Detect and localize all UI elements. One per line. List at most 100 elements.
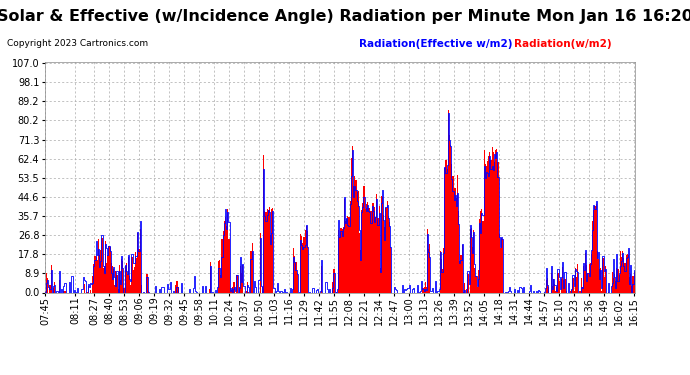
Bar <box>105 241 106 292</box>
Bar <box>98 238 99 292</box>
Bar <box>495 150 496 292</box>
Bar <box>451 164 453 292</box>
Bar <box>484 164 486 292</box>
Bar <box>598 259 599 292</box>
Bar <box>552 286 553 292</box>
Bar <box>122 261 124 292</box>
Bar <box>592 221 593 292</box>
Bar <box>210 262 211 292</box>
Bar <box>367 202 368 292</box>
Bar <box>573 291 575 292</box>
Bar <box>307 231 308 292</box>
Bar <box>583 266 584 292</box>
Bar <box>633 272 635 292</box>
Bar <box>453 188 455 292</box>
Bar <box>493 152 494 292</box>
Bar <box>587 273 589 292</box>
Bar <box>500 249 501 292</box>
Bar <box>446 169 448 292</box>
Bar <box>547 278 549 292</box>
Bar <box>110 264 112 292</box>
Bar <box>97 260 98 292</box>
Bar <box>93 264 95 292</box>
Bar <box>620 251 621 292</box>
Bar <box>389 222 390 292</box>
Bar <box>124 266 126 292</box>
Bar <box>266 209 268 292</box>
Bar <box>631 286 633 292</box>
Bar <box>604 266 606 292</box>
Bar <box>456 198 457 292</box>
Bar <box>563 280 564 292</box>
Bar <box>209 289 210 292</box>
Bar <box>47 278 48 292</box>
Bar <box>458 211 460 292</box>
Bar <box>353 186 354 292</box>
Bar <box>293 249 294 292</box>
Bar <box>117 289 119 292</box>
Bar <box>59 280 60 292</box>
Bar <box>92 276 93 292</box>
Bar <box>375 217 376 292</box>
Bar <box>263 155 264 292</box>
Bar <box>369 208 371 292</box>
Bar <box>226 226 227 292</box>
Bar <box>564 279 566 292</box>
Bar <box>559 281 560 292</box>
Bar <box>126 264 127 292</box>
Bar <box>562 267 563 292</box>
Bar <box>575 268 576 292</box>
Bar <box>360 250 361 292</box>
Bar <box>612 272 613 292</box>
Bar <box>175 285 177 292</box>
Bar <box>141 285 142 292</box>
Bar <box>586 265 587 292</box>
Text: Solar & Effective (w/Incidence Angle) Radiation per Minute Mon Jan 16 16:20: Solar & Effective (w/Incidence Angle) Ra… <box>0 9 690 24</box>
Bar <box>232 287 233 292</box>
Bar <box>242 264 244 292</box>
Bar <box>148 291 149 292</box>
Bar <box>594 206 595 292</box>
Bar <box>128 257 129 292</box>
Bar <box>442 269 443 292</box>
Bar <box>114 285 115 292</box>
Bar <box>561 279 562 292</box>
Bar <box>373 203 374 292</box>
Bar <box>390 247 391 292</box>
Bar <box>602 258 604 292</box>
Bar <box>127 274 128 292</box>
Bar <box>366 204 367 292</box>
Bar <box>101 238 103 292</box>
Bar <box>450 146 451 292</box>
Bar <box>474 267 475 292</box>
Bar <box>113 269 114 292</box>
Bar <box>121 259 122 292</box>
Bar <box>106 262 107 292</box>
Bar <box>429 244 431 292</box>
Bar <box>601 291 602 292</box>
Bar <box>384 227 386 292</box>
Bar <box>460 255 462 292</box>
Bar <box>613 278 614 292</box>
Bar <box>372 203 373 292</box>
Bar <box>301 236 302 292</box>
Bar <box>577 264 578 292</box>
Bar <box>448 110 449 292</box>
Bar <box>224 220 225 292</box>
Bar <box>619 275 620 292</box>
Bar <box>333 269 335 292</box>
Bar <box>228 239 230 292</box>
Bar <box>464 283 465 292</box>
Bar <box>348 217 350 292</box>
Bar <box>381 196 382 292</box>
Bar <box>343 227 344 292</box>
Bar <box>582 287 583 292</box>
Bar <box>553 279 554 292</box>
Bar <box>112 266 113 292</box>
Bar <box>597 251 598 292</box>
Bar <box>132 270 134 292</box>
Bar <box>120 280 121 292</box>
Bar <box>342 229 343 292</box>
Bar <box>584 270 585 292</box>
Bar <box>466 289 467 292</box>
